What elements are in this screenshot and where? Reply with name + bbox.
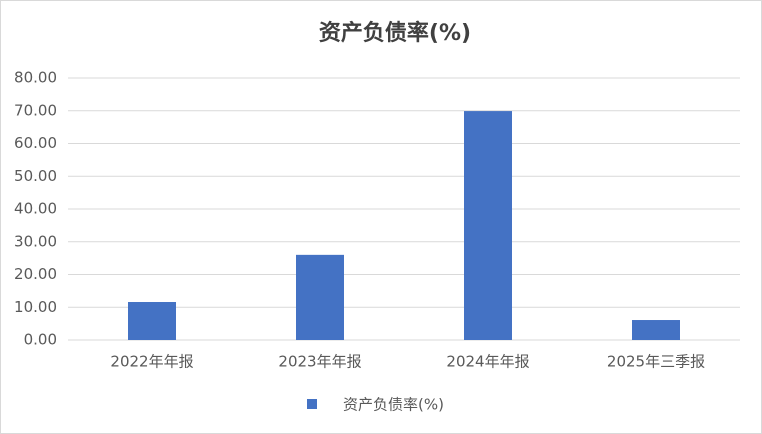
y-tick-label: 80.00 (14, 69, 57, 87)
x-tick-label: 2025年三季报 (607, 353, 705, 371)
bar (128, 302, 176, 340)
bar (632, 320, 680, 340)
y-tick-label: 30.00 (14, 232, 57, 250)
y-tick-label: 20.00 (14, 265, 57, 283)
legend-label: 资产负债率(%) (343, 396, 444, 414)
x-tick-label: 2024年年报 (446, 353, 529, 371)
y-tick-label: 60.00 (14, 134, 57, 152)
y-tick-label: 0.00 (24, 331, 57, 349)
bar (296, 254, 344, 340)
x-tick-label: 2022年年报 (110, 353, 193, 371)
y-tick-label: 50.00 (14, 167, 57, 185)
y-tick-label: 10.00 (14, 298, 57, 316)
bar (464, 111, 512, 340)
y-tick-label: 70.00 (14, 101, 57, 119)
chart-title: 资产负债率(%) (319, 20, 471, 46)
x-tick-label: 2023年年报 (278, 353, 361, 371)
legend-swatch (307, 399, 317, 409)
y-tick-label: 40.00 (14, 200, 57, 218)
